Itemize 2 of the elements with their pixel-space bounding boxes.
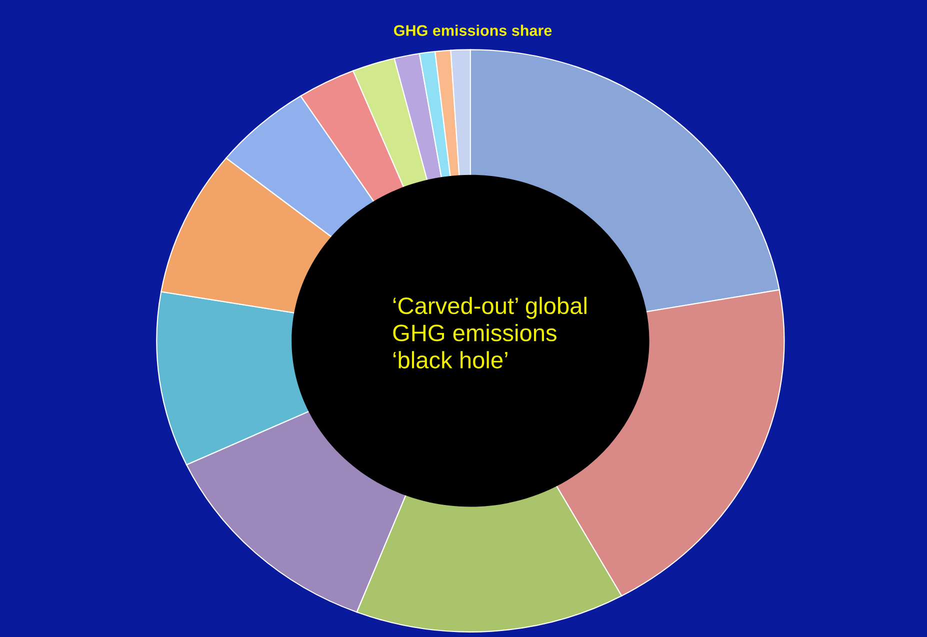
- chart-title: GHG emissions share: [394, 24, 552, 36]
- text: ‘Carved-out’ global GHG emissions ‘black hole’: [393, 296, 586, 368]
